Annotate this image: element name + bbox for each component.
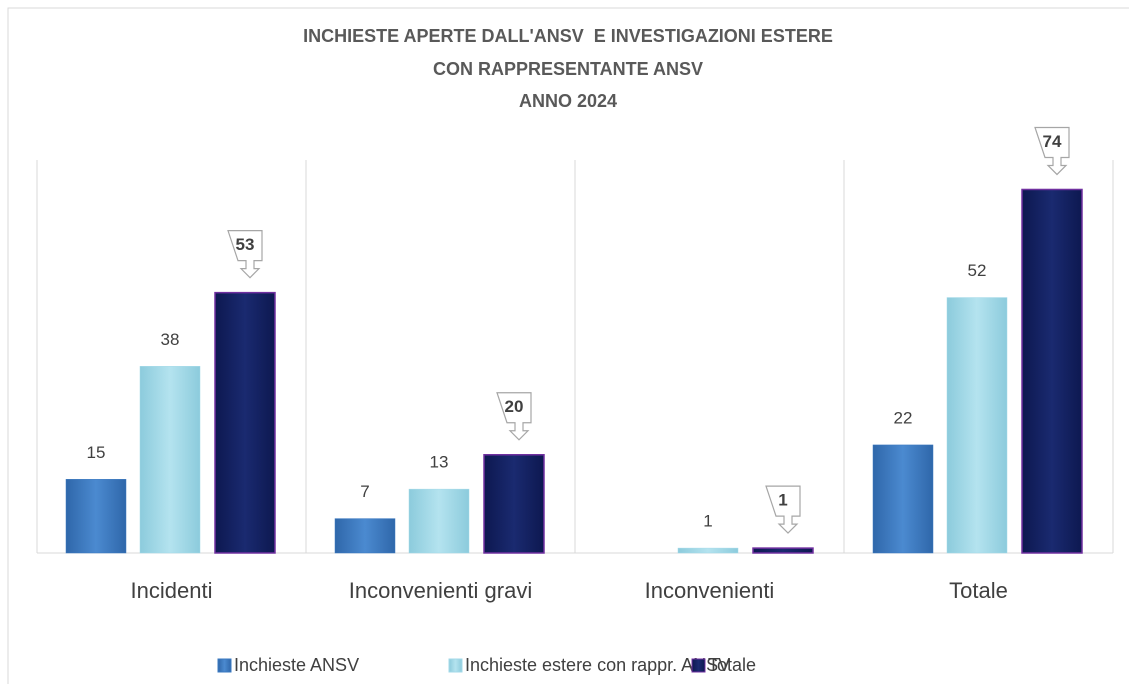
x-tick-label: Inconvenienti gravi <box>349 578 532 603</box>
legend-swatch <box>217 658 232 673</box>
callout <box>765 485 801 534</box>
callout <box>1034 126 1070 176</box>
bar <box>946 297 1008 554</box>
chart-border <box>7 7 1129 684</box>
x-tick-label: Incidenti <box>131 578 213 603</box>
bar <box>334 518 396 554</box>
bar <box>139 366 201 554</box>
chart-title: CON RAPPRESENTANTE ANSV <box>433 59 703 79</box>
legend-label: Totale <box>708 655 756 675</box>
bar <box>1021 188 1083 554</box>
data-label: 22 <box>894 408 913 427</box>
data-label: 52 <box>968 261 987 280</box>
data-label: 1 <box>778 491 787 510</box>
bar <box>752 547 814 554</box>
legend-label: Inchieste estere con rappr. ANSV <box>465 655 730 675</box>
legend-label: Inchieste ANSV <box>234 655 359 675</box>
bar <box>408 488 470 554</box>
legend-swatch <box>691 658 706 673</box>
bar <box>65 479 127 554</box>
data-label: 74 <box>1043 132 1062 151</box>
callout <box>227 230 263 279</box>
chart-title: ANNO 2024 <box>519 91 617 111</box>
data-label: 13 <box>430 453 449 472</box>
bar <box>483 454 545 554</box>
chart-title: INCHIESTE APERTE DALL'ANSV E INVESTIGAZI… <box>303 26 833 46</box>
legend-swatch <box>448 658 463 673</box>
bar <box>872 444 934 554</box>
data-label: 38 <box>161 330 180 349</box>
callout <box>496 392 532 441</box>
data-label: 15 <box>87 443 106 462</box>
bar <box>214 291 276 554</box>
bar <box>677 547 739 554</box>
data-label: 1 <box>703 512 712 531</box>
data-label: 7 <box>360 482 369 501</box>
x-tick-label: Totale <box>949 578 1008 603</box>
data-label: 20 <box>505 397 524 416</box>
x-tick-label: Inconvenienti <box>645 578 775 603</box>
data-label: 53 <box>236 235 255 254</box>
